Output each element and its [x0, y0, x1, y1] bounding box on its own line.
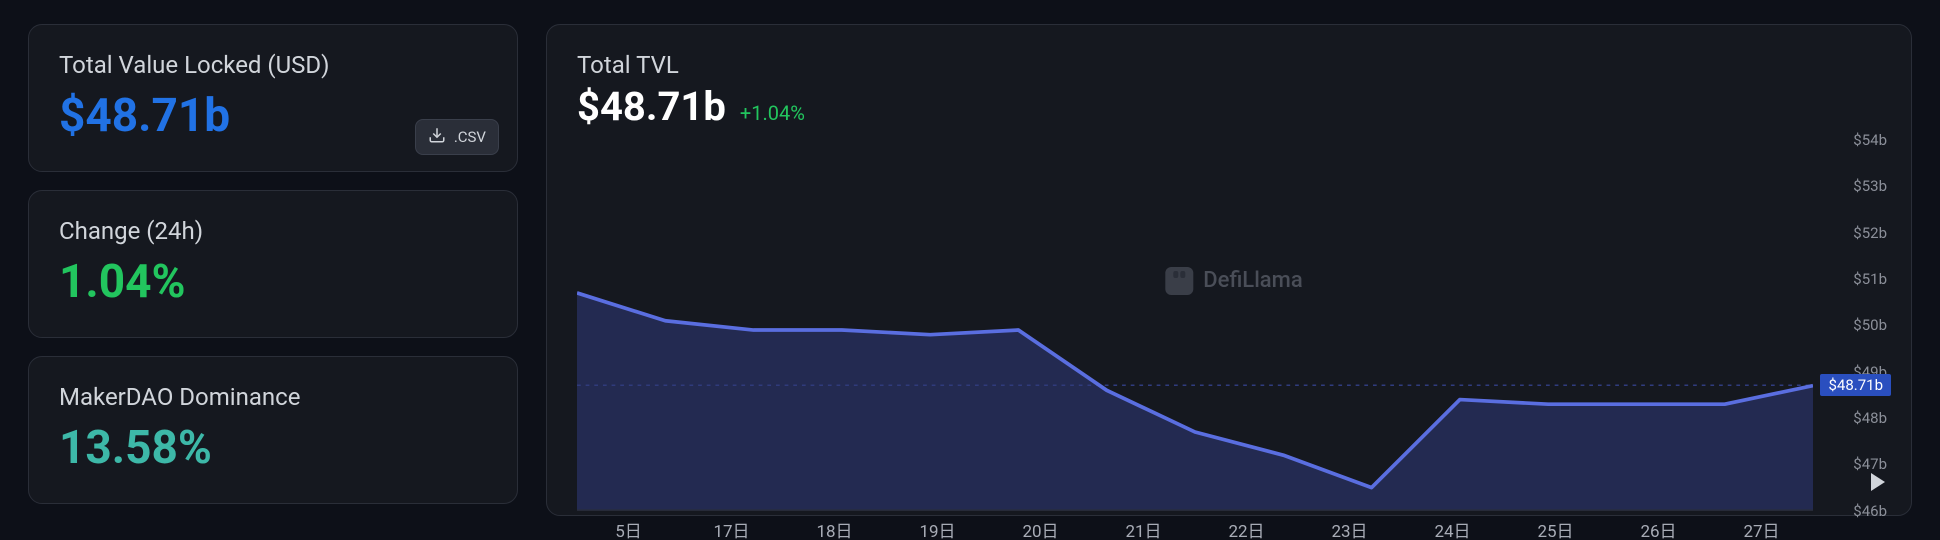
- xtick: 26日: [1607, 517, 1710, 540]
- ytick: $53b: [1853, 177, 1887, 195]
- chart-xaxis: 5日17日18日19日20日21日22日23日24日25日26日27日: [577, 517, 1891, 540]
- play-icon[interactable]: [1871, 473, 1885, 491]
- ytick: $48b: [1853, 409, 1887, 427]
- chart-value: $48.71b: [577, 83, 726, 130]
- xtick: 23日: [1298, 517, 1401, 540]
- xtick: 24日: [1401, 517, 1504, 540]
- chart-title: Total TVL: [577, 51, 1891, 79]
- change-label: Change (24h): [59, 217, 487, 245]
- ytick: $46b: [1853, 502, 1887, 520]
- yaxis-current-badge: $48.71b: [1820, 374, 1891, 396]
- ytick: $50b: [1853, 316, 1887, 334]
- change-value: 1.04%: [59, 255, 487, 309]
- tvl-card: Total Value Locked (USD) $48.71b .CSV: [28, 24, 518, 172]
- dominance-value: 13.58%: [59, 421, 487, 475]
- ytick: $54b: [1853, 131, 1887, 149]
- stats-sidebar: Total Value Locked (USD) $48.71b .CSV Ch…: [28, 24, 518, 516]
- xtick: 17日: [680, 517, 783, 540]
- chart-change: +1.04%: [740, 101, 805, 125]
- download-csv-button[interactable]: .CSV: [415, 119, 499, 155]
- chart-value-row: $48.71b +1.04%: [577, 83, 1891, 130]
- ytick: $52b: [1853, 224, 1887, 242]
- ytick: $51b: [1853, 270, 1887, 288]
- dominance-label: MakerDAO Dominance: [59, 383, 487, 411]
- tvl-label: Total Value Locked (USD): [59, 51, 487, 79]
- xtick: 25日: [1504, 517, 1607, 540]
- chart-panel: Total TVL $48.71b +1.04% $54b $53b $52b $51…: [546, 24, 1912, 516]
- xtick: 21日: [1092, 517, 1195, 540]
- dominance-card: MakerDAO Dominance 13.58%: [28, 356, 518, 504]
- download-csv-label: .CSV: [454, 128, 486, 146]
- chart-yaxis: $54b$53b$52b$51b$50b$49b$48b$47b$46b$48.…: [1813, 140, 1891, 511]
- chart-plot: $54b$53b$52b$51b$50b$49b$48b$47b$46b$48.…: [577, 140, 1891, 511]
- xtick: 27日: [1710, 517, 1813, 540]
- ytick: $47b: [1853, 455, 1887, 473]
- change-card: Change (24h) 1.04%: [28, 190, 518, 338]
- xtick: 22日: [1195, 517, 1298, 540]
- xtick: 19日: [886, 517, 989, 540]
- chart-svg: [577, 140, 1813, 511]
- download-icon: [428, 126, 446, 148]
- xtick: 18日: [783, 517, 886, 540]
- xtick: 5日: [577, 517, 680, 540]
- xtick: 20日: [989, 517, 1092, 540]
